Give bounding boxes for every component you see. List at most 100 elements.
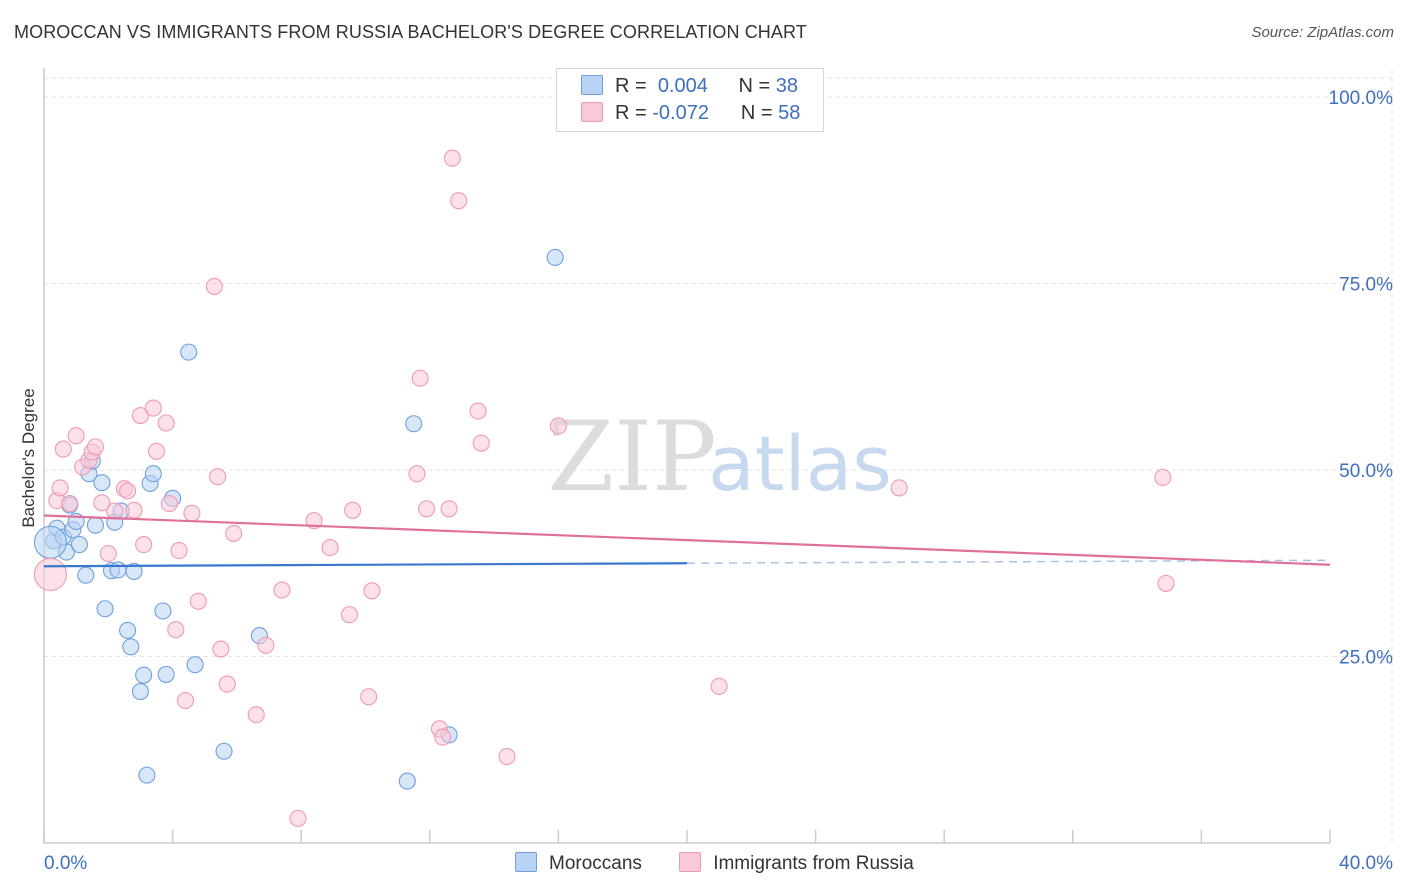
point-russia xyxy=(890,479,908,497)
point-moroccans xyxy=(398,772,416,790)
point-russia xyxy=(218,675,236,693)
source-label: Source: ZipAtlas.com xyxy=(1251,24,1394,41)
axes xyxy=(43,68,1331,844)
point-russia xyxy=(205,277,223,296)
point-russia xyxy=(93,494,111,512)
legend-n-value: 38 xyxy=(775,75,798,97)
point-russia xyxy=(170,542,188,560)
point-russia xyxy=(147,442,166,460)
point-russia xyxy=(33,557,67,591)
point-moroccans xyxy=(86,516,104,534)
point-moroccans xyxy=(70,536,88,554)
point-moroccans xyxy=(96,600,114,618)
watermark-atlas: atlas xyxy=(708,419,892,508)
legend-swatch-russia xyxy=(679,852,702,872)
point-russia xyxy=(321,539,339,557)
legend-label-russia: Immigrants from Russia xyxy=(713,853,914,874)
point-russia xyxy=(61,495,79,513)
point-russia xyxy=(131,406,149,425)
point-russia xyxy=(247,706,265,724)
point-russia xyxy=(549,417,567,435)
point-russia xyxy=(125,501,143,519)
watermark: ZIP atlas xyxy=(547,401,891,513)
legend-swatch-moroccans xyxy=(581,75,603,95)
correlation-legend: R = 0.004 N = 38 R = -0.072 N = 58 xyxy=(556,68,824,132)
point-russia xyxy=(189,592,207,610)
point-moroccans xyxy=(546,248,564,266)
point-russia xyxy=(363,582,381,600)
legend-r-value: -0.072 xyxy=(652,102,709,124)
point-russia xyxy=(710,677,728,695)
point-moroccans xyxy=(125,562,143,581)
trend-lines xyxy=(43,514,1331,568)
point-russia xyxy=(1154,468,1172,487)
point-moroccans xyxy=(122,638,140,656)
legend-n-label: N = xyxy=(738,75,771,97)
point-moroccans xyxy=(93,474,111,492)
axis-labels: 25.0% 50.0% 75.0% 100.0% 0.0% 40.0% Bachelor's… xyxy=(19,88,1393,874)
trend-line-russia xyxy=(43,514,1331,566)
legend-r-label: R = xyxy=(615,75,647,97)
point-russia xyxy=(344,501,362,519)
point-russia xyxy=(340,606,358,624)
point-russia xyxy=(257,636,275,654)
grid-lines xyxy=(44,70,1393,843)
point-russia xyxy=(472,434,490,452)
point-moroccans xyxy=(215,742,233,760)
point-russia xyxy=(54,440,72,458)
point-russia xyxy=(408,465,426,483)
legend-row-russia: R = -0.072 N = 58 xyxy=(581,102,800,128)
point-moroccans xyxy=(33,525,67,559)
point-russia xyxy=(418,500,436,518)
point-moroccans xyxy=(186,656,204,674)
point-moroccans xyxy=(405,415,423,433)
legend-label-moroccans: Moroccans xyxy=(549,853,642,874)
point-russia xyxy=(443,149,461,167)
point-moroccans xyxy=(154,602,172,620)
legend-item-moroccans[interactable]: Moroccans xyxy=(515,852,642,875)
y-tick-label: 100.0% xyxy=(1329,88,1394,109)
legend-row-moroccans: R = 0.004 N = 38 xyxy=(581,75,798,101)
point-russia xyxy=(209,468,227,486)
point-russia xyxy=(434,728,452,746)
y-tick-label: 50.0% xyxy=(1339,461,1393,482)
point-russia xyxy=(225,524,243,542)
legend-swatch-moroccans xyxy=(515,852,537,872)
point-moroccans xyxy=(144,465,162,483)
point-russia xyxy=(212,640,230,658)
point-moroccans xyxy=(77,566,95,584)
point-russia xyxy=(450,192,468,210)
point-russia xyxy=(1157,574,1175,592)
series-legend: Moroccans Immigrants from Russia xyxy=(515,852,946,875)
point-russia xyxy=(411,369,429,387)
legend-n-label: N = xyxy=(740,102,773,124)
point-moroccans xyxy=(131,683,149,701)
point-russia xyxy=(86,438,104,456)
point-russia xyxy=(135,536,153,554)
point-russia xyxy=(167,621,185,639)
y-tick-label: 75.0% xyxy=(1339,275,1393,296)
point-russia xyxy=(99,545,117,563)
legend-r-label: R = xyxy=(615,102,647,124)
point-russia xyxy=(360,688,378,706)
legend-n-value: 58 xyxy=(778,102,801,124)
point-russia xyxy=(176,691,195,710)
point-russia xyxy=(498,747,516,766)
point-russia xyxy=(160,495,178,513)
x-tick-label: 40.0% xyxy=(1339,853,1393,874)
point-russia xyxy=(106,502,124,520)
point-russia xyxy=(157,414,175,432)
point-moroccans xyxy=(119,621,137,639)
legend-item-russia[interactable]: Immigrants from Russia xyxy=(679,852,914,875)
point-russia xyxy=(183,504,201,522)
point-russia xyxy=(67,427,85,445)
y-axis-title: Bachelor's Degree xyxy=(19,388,38,527)
point-moroccans xyxy=(135,666,153,684)
point-russia xyxy=(119,482,137,500)
data-points xyxy=(33,149,1175,827)
chart-title: MOROCCAN VS IMMIGRANTS FROM RUSSIA BACHE… xyxy=(14,22,807,42)
point-russia xyxy=(469,402,487,420)
trend-line-moroccans xyxy=(43,562,688,568)
point-moroccans xyxy=(180,343,198,361)
